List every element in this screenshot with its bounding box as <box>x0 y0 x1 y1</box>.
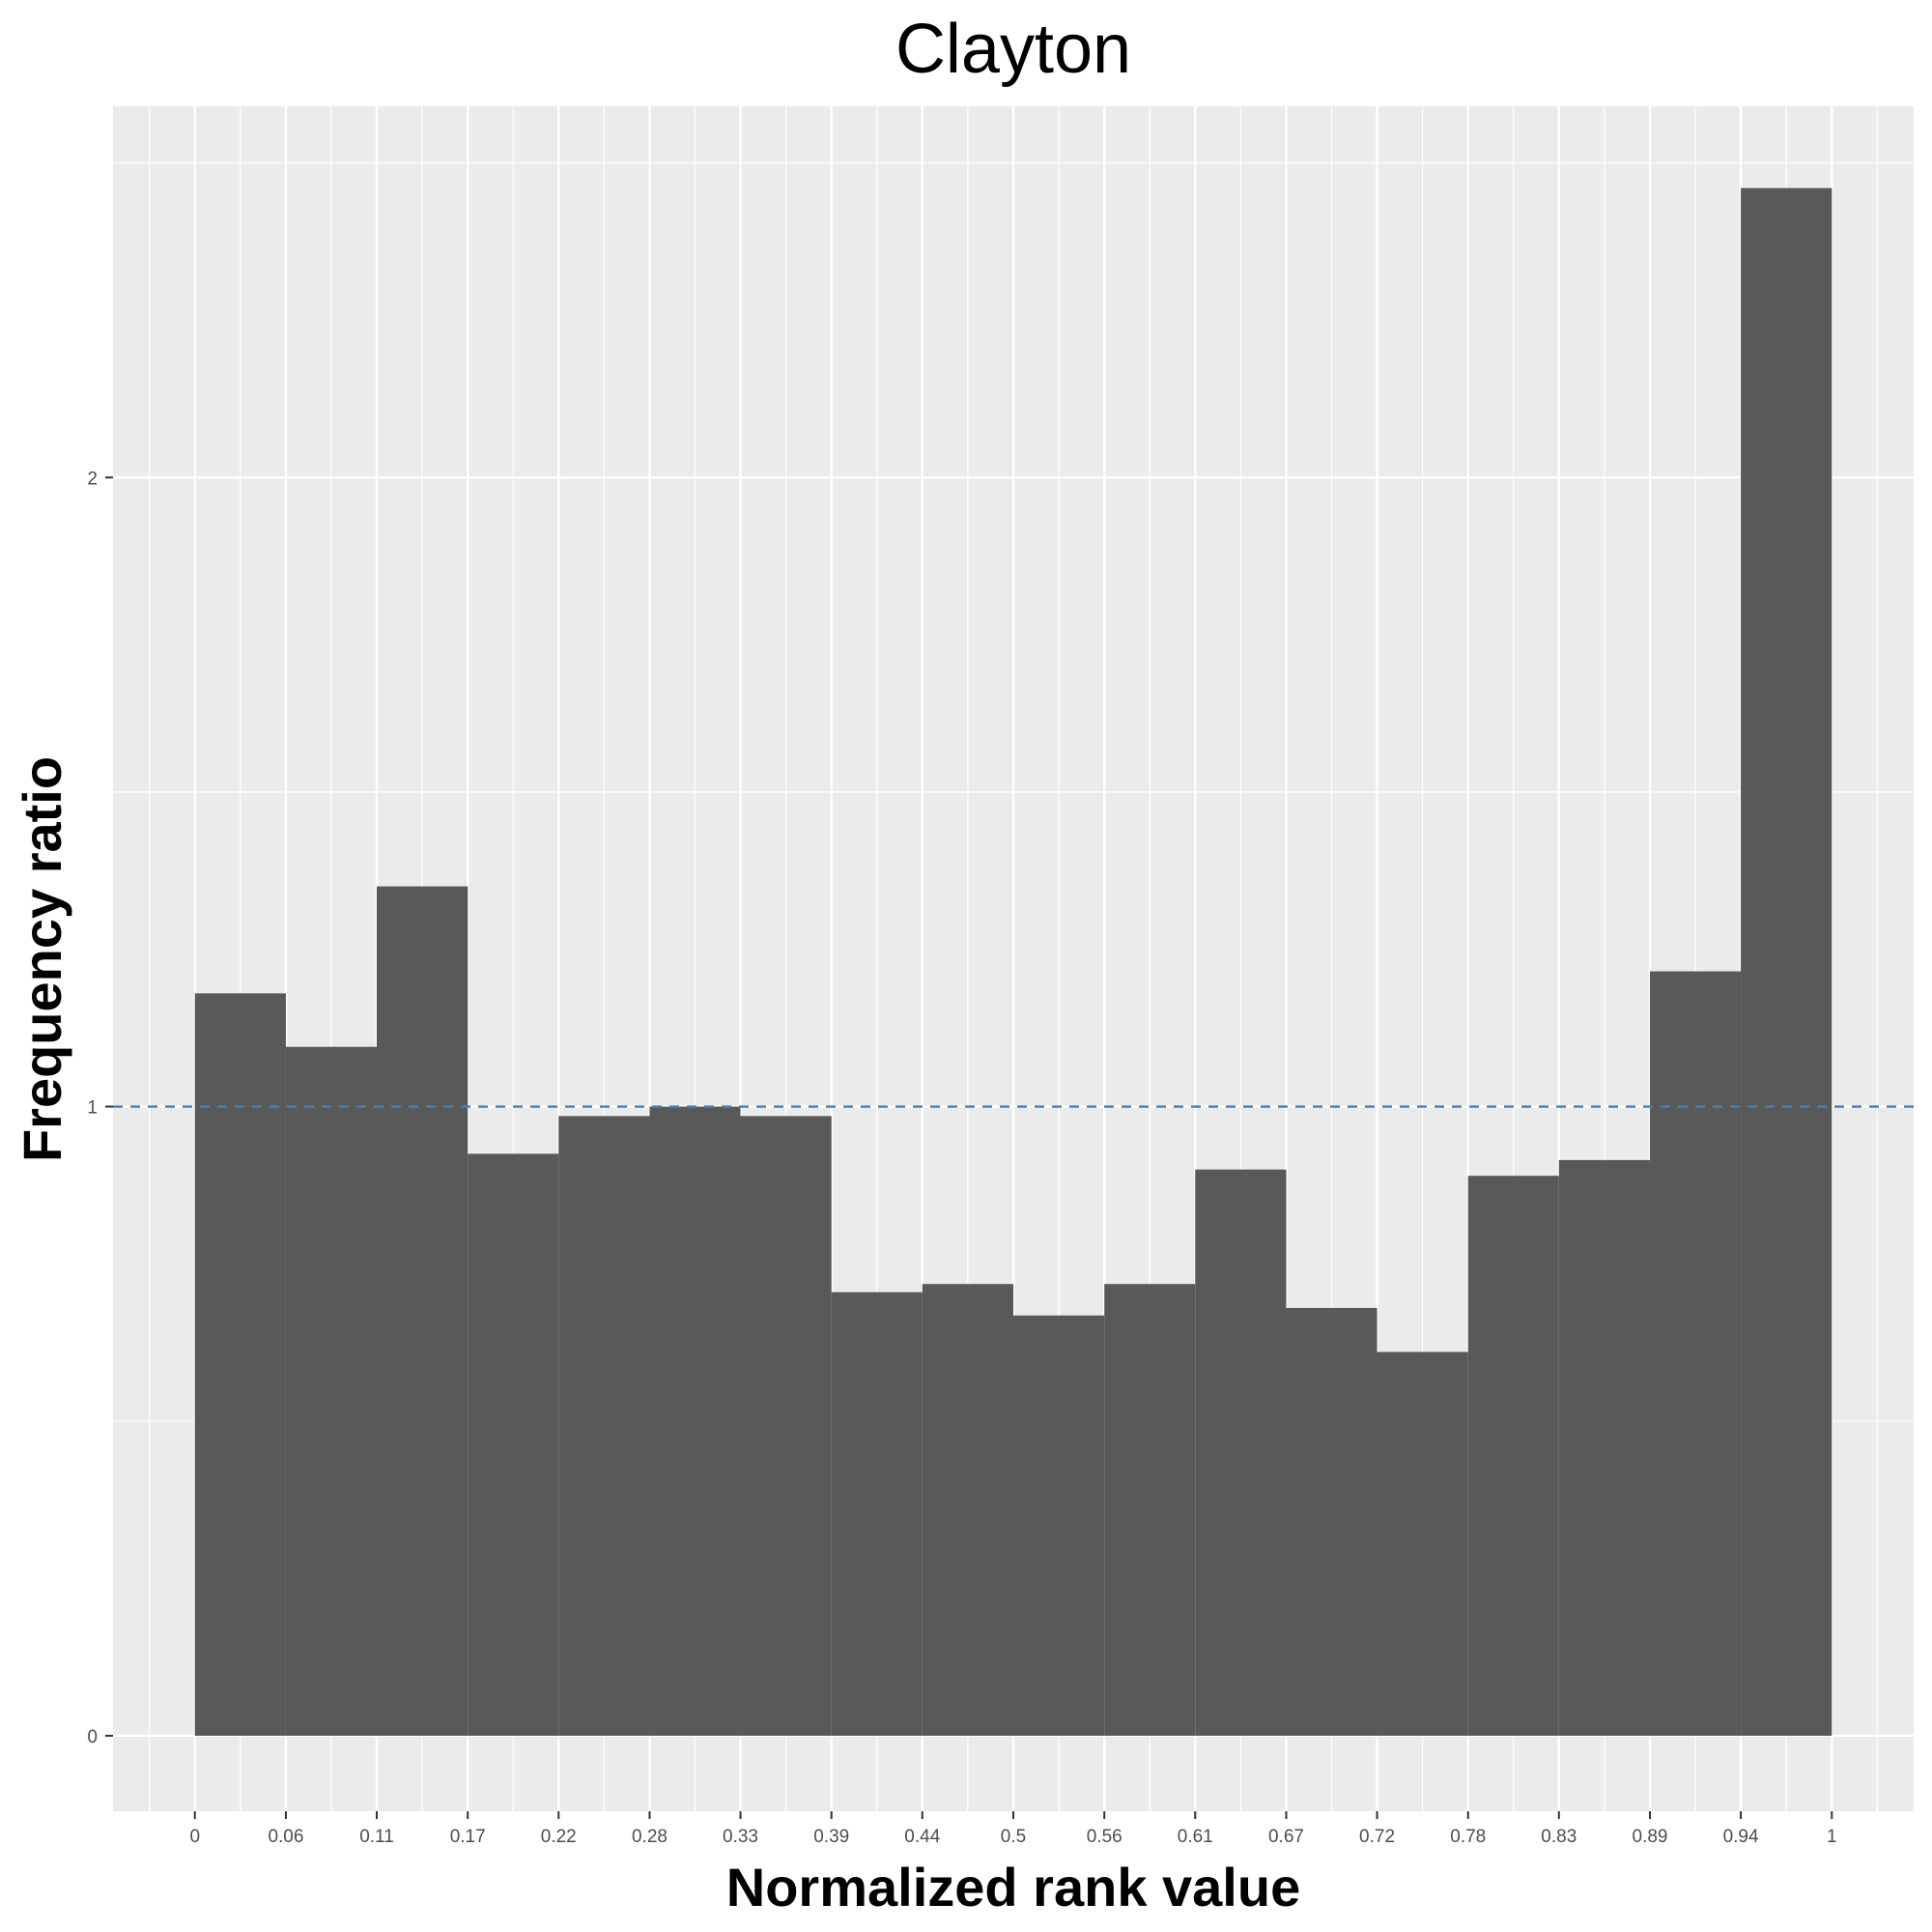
x-tick-label: 0.72 <box>1359 1827 1395 1847</box>
x-tick-label: 0.39 <box>813 1827 849 1847</box>
x-tick-label: 0.89 <box>1633 1827 1668 1847</box>
chart-title: Clayton <box>895 11 1131 88</box>
x-tick-label: 0.78 <box>1450 1827 1486 1847</box>
histogram-bar <box>194 993 286 1736</box>
histogram-bar <box>1104 1284 1196 1736</box>
histogram-bar <box>649 1106 741 1736</box>
histogram-bar <box>1013 1315 1105 1736</box>
x-tick-label: 0.94 <box>1723 1827 1759 1847</box>
histogram-bar <box>922 1284 1013 1736</box>
histogram-bar <box>1286 1307 1378 1736</box>
x-tick-label: 0.61 <box>1178 1827 1213 1847</box>
x-axis-ticks: 0 0.06 0.11 0.17 0.22 0.28 0.33 0.39 0.44 0.5 0.56… <box>189 1811 1837 1847</box>
histogram-bar <box>1195 1169 1287 1736</box>
histogram-bar <box>1467 1176 1559 1736</box>
histogram-bar <box>1741 187 1833 1736</box>
histogram-bar <box>376 886 469 1736</box>
histogram-bar <box>1650 971 1742 1736</box>
histogram-bar <box>468 1153 559 1736</box>
x-tick-label: 0.17 <box>450 1827 486 1847</box>
histogram-bars <box>194 187 1833 1736</box>
x-tick-label: 1 <box>1827 1827 1837 1847</box>
y-tick-label: 0 <box>87 1727 98 1747</box>
y-axis-ticks: 0 1 2 <box>87 469 113 1747</box>
x-tick-label: 0.44 <box>904 1827 940 1847</box>
x-axis-title: Normalized rank value <box>726 1857 1300 1918</box>
histogram-bar <box>740 1116 832 1736</box>
x-tick-label: 0.06 <box>268 1827 303 1847</box>
histogram-bar <box>831 1292 923 1736</box>
x-tick-label: 0.22 <box>541 1827 577 1847</box>
histogram-bar <box>1558 1159 1651 1736</box>
x-tick-label: 0.28 <box>632 1827 668 1847</box>
y-tick-label: 1 <box>87 1098 98 1119</box>
x-tick-label: 0.67 <box>1268 1827 1304 1847</box>
histogram-bar <box>558 1116 650 1736</box>
x-tick-label: 0.11 <box>359 1827 394 1847</box>
x-tick-label: 0.5 <box>1001 1827 1026 1847</box>
x-tick-label: 0.83 <box>1541 1827 1577 1847</box>
y-tick-label: 2 <box>87 469 98 489</box>
y-axis-title: Frequency ratio <box>12 756 72 1162</box>
x-tick-label: 0 <box>189 1827 200 1847</box>
x-tick-label: 0.33 <box>723 1827 758 1847</box>
x-tick-label: 0.56 <box>1087 1827 1122 1847</box>
histogram-bar <box>285 1046 377 1736</box>
histogram-bar <box>1377 1351 1468 1736</box>
